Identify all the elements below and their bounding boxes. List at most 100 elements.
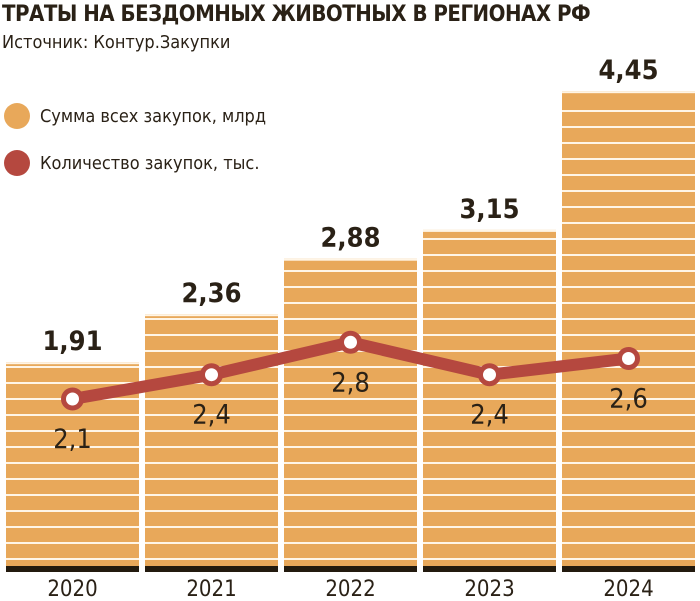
bar-stripe <box>423 430 556 432</box>
bar-stripe <box>562 542 695 544</box>
bar-stripe <box>284 414 417 416</box>
bar-2021 <box>145 314 278 566</box>
bar-stripe <box>284 526 417 528</box>
bar-value-label: 2,36 <box>182 278 242 309</box>
bar-stripe <box>145 398 278 400</box>
bar-stripe <box>562 174 695 176</box>
bar-stripe <box>6 510 139 512</box>
bar-stripe <box>423 398 556 400</box>
baseline-2023 <box>423 566 556 572</box>
baseline-2020 <box>6 566 139 572</box>
bar-stripe <box>562 238 695 240</box>
legend-label-sum: Сумма всех закупок, млрд <box>40 105 267 127</box>
legend-swatch-sum <box>4 103 30 129</box>
count-point-2023 <box>478 363 501 387</box>
bar-stripe <box>423 446 556 448</box>
bar-stripe <box>562 286 695 288</box>
bar-stripe <box>284 398 417 400</box>
bar-stripe <box>6 430 139 432</box>
legend-item-sum: Сумма всех закупок, млрд <box>4 103 266 129</box>
bar-value-label: 4,45 <box>599 55 659 86</box>
bar-stripe <box>6 478 139 480</box>
count-value-label: 2,4 <box>470 400 509 431</box>
bar-stripe <box>6 494 139 496</box>
bar-value-label: 2,88 <box>321 223 381 254</box>
bar-stripe <box>6 446 139 448</box>
count-point-2022 <box>339 330 362 354</box>
bar-stripe <box>6 382 139 384</box>
bar-stripe <box>284 558 417 560</box>
bar-stripe <box>562 430 695 432</box>
chart-title: ТРАТЫ НА БЕЗДОМНЫХ ЖИВОТНЫХ В РЕГИОНАХ Р… <box>2 2 591 27</box>
bar-stripe <box>145 542 278 544</box>
bar-stripe <box>562 558 695 560</box>
bar-stripe <box>423 478 556 480</box>
bar-stripe <box>562 462 695 464</box>
bar-stripe <box>6 366 139 368</box>
bar-stripe <box>562 254 695 256</box>
bar-stripe <box>562 302 695 304</box>
bar-stripe <box>562 478 695 480</box>
bar-stripe <box>145 430 278 432</box>
bar-stripe <box>284 318 417 320</box>
bar-stripe <box>145 414 278 416</box>
bar-top-edge <box>145 314 278 317</box>
bar-stripe <box>423 318 556 320</box>
bar-stripe <box>145 478 278 480</box>
bar-stripe <box>284 478 417 480</box>
bar-stripe <box>284 302 417 304</box>
bar-stripe <box>423 494 556 496</box>
bar-stripe <box>562 526 695 528</box>
bar-stripe <box>145 494 278 496</box>
x-tick-label: 2024 <box>603 577 653 601</box>
bar-stripe <box>562 142 695 144</box>
bar-stripe <box>423 558 556 560</box>
bar-stripe <box>562 382 695 384</box>
bar-stripe <box>423 510 556 512</box>
count-value-label: 2,4 <box>192 400 231 431</box>
bar-stripe <box>284 494 417 496</box>
bar-stripe <box>284 382 417 384</box>
bar-stripe <box>562 158 695 160</box>
bar-2022 <box>284 258 417 566</box>
bar-stripe <box>284 286 417 288</box>
bar-stripe <box>284 542 417 544</box>
baseline-2024 <box>562 566 695 572</box>
bar-stripe <box>284 366 417 368</box>
bar-stripe <box>423 350 556 352</box>
bar-stripe <box>284 510 417 512</box>
bar-stripe <box>562 398 695 400</box>
bar-stripe <box>284 446 417 448</box>
bar-stripe <box>562 206 695 208</box>
bar-stripe <box>562 318 695 320</box>
bar-stripe <box>284 430 417 432</box>
bar-top-edge <box>423 229 556 232</box>
bar-stripe <box>423 238 556 240</box>
bar-stripe <box>562 222 695 224</box>
bar-stripe <box>423 286 556 288</box>
count-point-2021 <box>200 363 223 387</box>
bar-stripe <box>423 334 556 336</box>
baseline-2021 <box>145 566 278 572</box>
bar-stripe <box>562 270 695 272</box>
bar-stripe <box>562 126 695 128</box>
bar-stripe <box>562 494 695 496</box>
count-point-2024 <box>617 347 640 370</box>
bar-stripe <box>6 542 139 544</box>
x-tick-label: 2020 <box>47 577 97 601</box>
bar-stripe <box>145 526 278 528</box>
legend-label-count: Количество закупок, тыс. <box>40 152 260 174</box>
bar-stripe <box>284 270 417 272</box>
legend-swatch-count <box>4 150 30 176</box>
legend-item-count: Количество закупок, тыс. <box>4 150 259 176</box>
bar-stripe <box>423 414 556 416</box>
count-value-label: 2,8 <box>331 367 370 398</box>
bar-stripe <box>423 254 556 256</box>
bar-stripe <box>145 318 278 320</box>
bar-stripe <box>423 462 556 464</box>
count-point-2020 <box>61 387 84 411</box>
bar-stripe <box>562 190 695 192</box>
bar-top-edge <box>562 91 695 94</box>
bar-stripe <box>145 510 278 512</box>
